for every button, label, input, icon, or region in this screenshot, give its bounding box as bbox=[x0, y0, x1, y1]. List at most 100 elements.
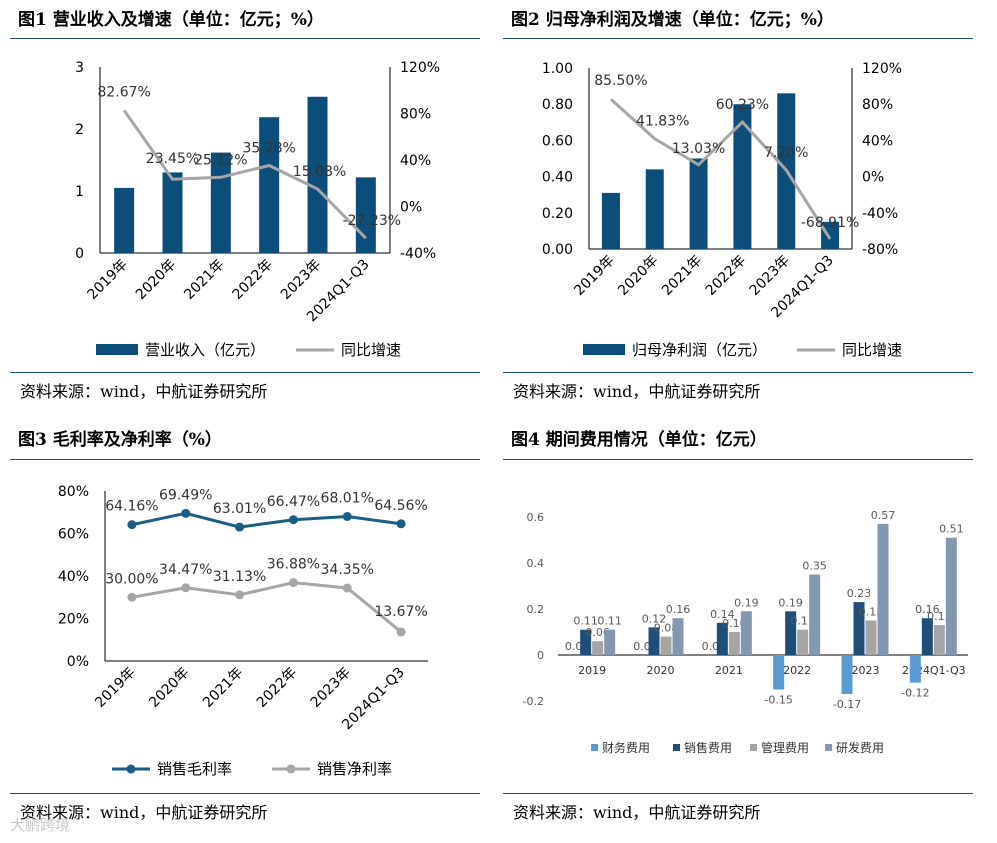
x-tick-label: 2020 bbox=[647, 664, 675, 677]
y-tick-label: 40% bbox=[58, 569, 89, 585]
admin-bar bbox=[592, 641, 604, 655]
legend-swatch bbox=[591, 744, 598, 751]
revenue-chart: 0 1 2 3 -40% 0% 40% 80% 120% 2019年 2020年 2021年 2022年… bbox=[75, 60, 440, 359]
admin-bar bbox=[728, 632, 740, 655]
net-margin-point bbox=[396, 627, 406, 637]
sales-data-label: 0.19 bbox=[778, 596, 803, 609]
source-rule bbox=[10, 372, 480, 373]
net-margin-data-label: 36.88% bbox=[267, 557, 320, 573]
y-tick-label: 20% bbox=[58, 612, 89, 628]
left-tick-label: 1.00 bbox=[542, 61, 573, 77]
x-tick-label: 2020年 bbox=[146, 665, 192, 711]
x-tick-label: 2019年 bbox=[92, 665, 138, 711]
growth-data-label: 15.08% bbox=[293, 164, 346, 180]
growth-data-label: -27.23% bbox=[343, 213, 401, 229]
net-margin-data-label: 13.67% bbox=[374, 604, 427, 620]
legend-label: 研发费用 bbox=[836, 740, 884, 755]
bar bbox=[601, 192, 620, 249]
panel-title: 图1 营业收入及增速（单位：亿元；%） bbox=[18, 10, 324, 30]
x-tick-label: 2019年 bbox=[85, 257, 131, 303]
rnd-bar bbox=[945, 537, 957, 655]
rnd-bar bbox=[740, 611, 752, 655]
source-note: 资料来源：wind，中航证券研究所 bbox=[513, 382, 761, 401]
gross-margin-point bbox=[342, 511, 352, 521]
admin-data-label: 0.15 bbox=[859, 606, 884, 619]
rnd-bar bbox=[809, 574, 821, 655]
right-tick-label: 80% bbox=[400, 107, 431, 123]
admin-data-label: 0.13 bbox=[927, 610, 952, 623]
admin-bar bbox=[660, 636, 672, 655]
right-tick-label: 120% bbox=[400, 60, 440, 76]
title-rule bbox=[10, 459, 480, 460]
right-tick-label: -40% bbox=[400, 246, 436, 262]
finance-data-label: -0.12 bbox=[901, 687, 929, 700]
expense-chart: -0.200.20.40.620190.00.110.060.1120200.0… bbox=[523, 509, 968, 755]
source-rule bbox=[10, 793, 480, 794]
admin-data-label: 0.06 bbox=[585, 626, 610, 639]
net-margin-point bbox=[288, 578, 298, 588]
panel-title: 图4 期间费用情况（单位：亿元） bbox=[511, 430, 767, 450]
gross-margin-line bbox=[131, 511, 402, 529]
left-tick-label: 0.20 bbox=[542, 206, 573, 222]
x-tick-label: 2021年 bbox=[200, 665, 246, 711]
bar bbox=[259, 117, 280, 253]
sales-data-label: 0.23 bbox=[847, 587, 872, 600]
admin-data-label: 0.11 bbox=[790, 615, 815, 628]
net-margin-data-label: 34.47% bbox=[159, 562, 212, 578]
sales-data-label: 0.11 bbox=[573, 615, 598, 628]
y-tick-label: 0.6 bbox=[527, 511, 545, 524]
gross-margin-point bbox=[235, 522, 245, 532]
right-tick-label: 120% bbox=[862, 61, 902, 77]
x-tick-label: 2022年 bbox=[703, 253, 749, 299]
rnd-data-label: 0.11 bbox=[597, 615, 622, 628]
bar bbox=[162, 172, 183, 253]
rnd-bar bbox=[604, 629, 616, 655]
growth-data-label: 13.03% bbox=[672, 141, 725, 157]
left-tick-label: 0.80 bbox=[542, 97, 573, 113]
y-tick-label: 80% bbox=[58, 484, 89, 500]
bar bbox=[821, 221, 840, 249]
x-tick-label: 2020年 bbox=[615, 253, 661, 299]
right-tick-label: 0% bbox=[400, 200, 422, 216]
x-tick-label: 2023 bbox=[852, 664, 880, 677]
net-margin-point bbox=[235, 590, 245, 600]
panel-title: 图2 归母净利润及增速（单位：亿元；%） bbox=[511, 10, 834, 30]
rnd-data-label: 0.19 bbox=[734, 596, 759, 609]
x-tick-label: 2022年 bbox=[254, 665, 300, 711]
bar bbox=[307, 96, 328, 253]
net-margin-point bbox=[127, 592, 137, 602]
x-tick-label: 2022 bbox=[783, 664, 811, 677]
panel-revenue: 图1 营业收入及增速（单位：亿元；%） 0 1 2 3 -40% 0% 40% 80% 120%… bbox=[10, 0, 480, 410]
legend-bar-swatch bbox=[96, 344, 138, 355]
gross-margin-point bbox=[127, 520, 137, 530]
left-tick-label: 1 bbox=[75, 184, 84, 200]
sales-bar bbox=[580, 629, 592, 655]
legend-line-label: 同比增速 bbox=[341, 341, 401, 359]
growth-data-label: 23.45% bbox=[146, 151, 199, 167]
y-tick-label: 0.4 bbox=[527, 557, 545, 570]
left-tick-label: 0.60 bbox=[542, 133, 573, 149]
net-margin-point bbox=[181, 583, 191, 593]
sales-bar bbox=[853, 602, 865, 655]
legend-bar-label: 归母净利润（亿元） bbox=[632, 341, 767, 359]
gross-margin-data-label: 64.56% bbox=[374, 498, 427, 514]
bar bbox=[689, 158, 708, 249]
gross-margin-data-label: 68.01% bbox=[321, 490, 374, 506]
right-tick-label: 0% bbox=[862, 170, 884, 186]
x-tick-label: 2019 bbox=[578, 664, 606, 677]
legend-line-label: 同比增速 bbox=[842, 341, 902, 359]
x-tick-label: 2022年 bbox=[230, 257, 276, 303]
left-tick-label: 0.40 bbox=[542, 170, 573, 186]
source-rule bbox=[503, 372, 973, 373]
finance-bar bbox=[909, 655, 921, 683]
y-tick-label: 0.2 bbox=[527, 603, 545, 616]
rnd-bar bbox=[672, 618, 684, 655]
finance-data-label: 0.0 bbox=[702, 640, 720, 653]
left-tick-label: 0 bbox=[75, 246, 84, 262]
legend-label: 销售毛利率 bbox=[157, 760, 232, 778]
growth-data-label: 25.12% bbox=[194, 152, 247, 168]
right-tick-label: 40% bbox=[400, 153, 431, 169]
finance-bar bbox=[773, 655, 785, 690]
sales-data-label: 0.12 bbox=[642, 612, 667, 625]
admin-bar bbox=[797, 629, 809, 655]
